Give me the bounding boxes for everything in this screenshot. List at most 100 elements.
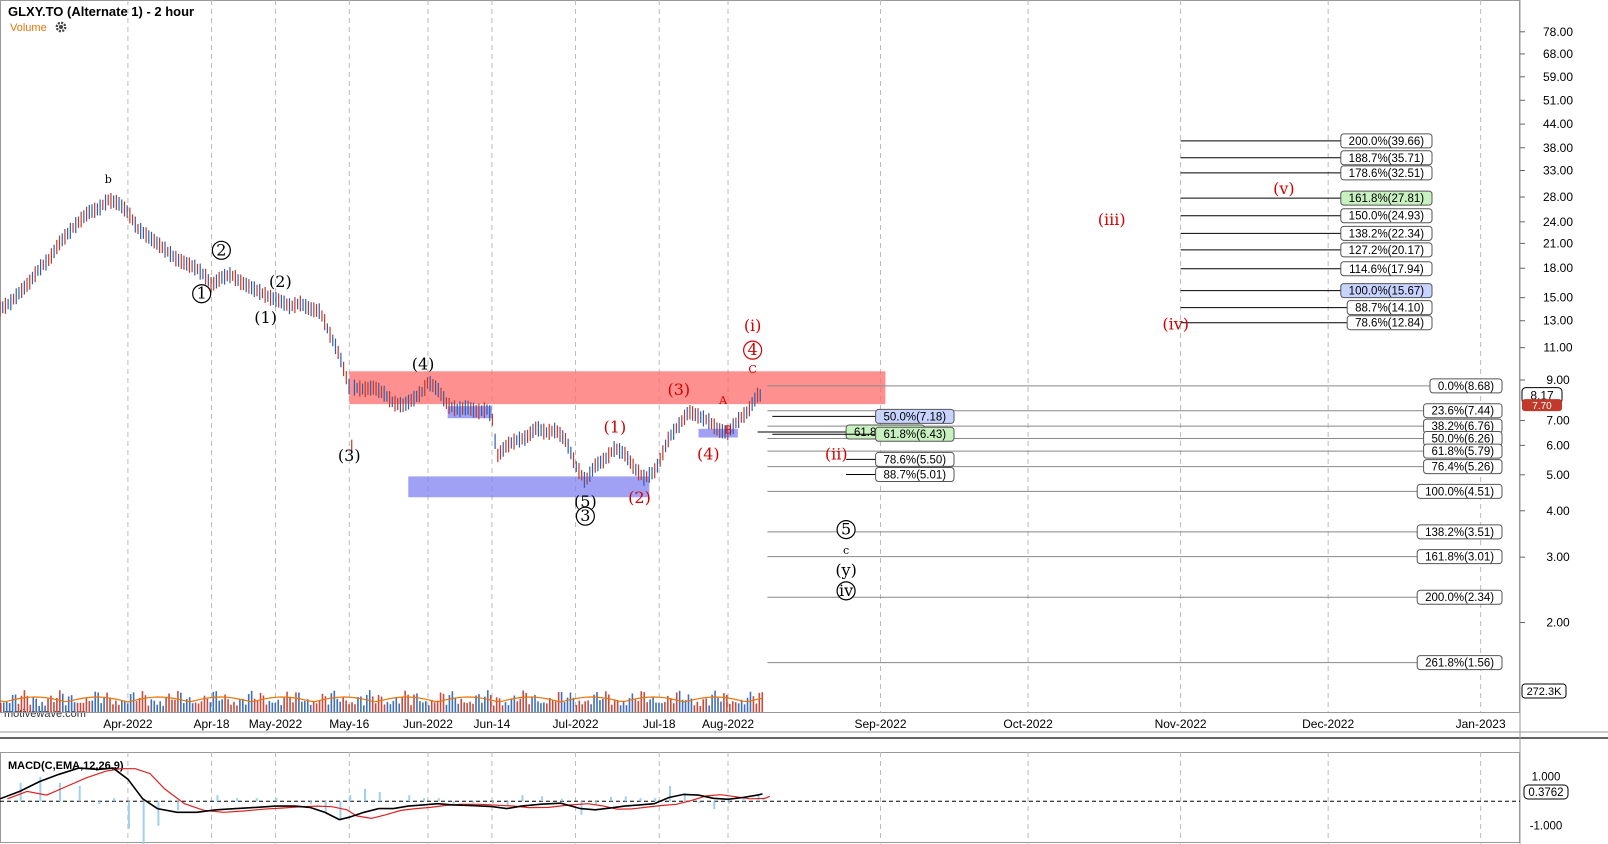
macd-histogram-bar bbox=[339, 801, 342, 820]
volume-bar bbox=[425, 701, 427, 712]
volume-bar bbox=[64, 705, 67, 712]
volume-bar bbox=[669, 698, 672, 712]
macd-histogram-bar bbox=[609, 796, 612, 802]
macd-histogram-bar bbox=[423, 798, 426, 802]
y-tick-label: 24.00 bbox=[1543, 215, 1573, 229]
volume-bar bbox=[463, 702, 465, 712]
macd-histogram-bar bbox=[668, 785, 671, 802]
macd-histogram-bar bbox=[728, 801, 731, 804]
fib-level-label: 61.8%(5.79) bbox=[1431, 446, 1494, 458]
y-tick-label: 6.00 bbox=[1546, 438, 1570, 452]
volume-bar bbox=[649, 699, 651, 712]
volume-bar bbox=[395, 697, 398, 712]
wave-label: (2) bbox=[628, 488, 651, 507]
volume-bar bbox=[613, 699, 616, 712]
macd-histogram-bar bbox=[452, 801, 455, 805]
volume-bar bbox=[687, 694, 690, 712]
inner-fib-label: 88.7%(5.01) bbox=[883, 469, 946, 481]
volume-bar bbox=[20, 695, 23, 712]
fib-level-box bbox=[1340, 225, 1433, 241]
volume-bar bbox=[696, 701, 699, 712]
volume-bar bbox=[758, 692, 761, 712]
volume-bar bbox=[206, 698, 209, 712]
volume-bar bbox=[348, 704, 350, 712]
volume-bar bbox=[256, 700, 259, 712]
x-tick-label: Jul-18 bbox=[643, 717, 676, 731]
volume-bar bbox=[472, 703, 474, 712]
volume-bar bbox=[26, 695, 29, 712]
y-tick-label: 7.00 bbox=[1546, 414, 1570, 428]
wave-label: (iii) bbox=[1098, 210, 1126, 229]
volume-bar bbox=[29, 704, 32, 712]
gear-icon[interactable] bbox=[54, 20, 68, 34]
volume-bar bbox=[295, 692, 297, 712]
macd-histogram-bar bbox=[472, 801, 475, 804]
volume-bar bbox=[32, 697, 35, 712]
wave-label-circle bbox=[743, 340, 763, 360]
fib-level-box bbox=[1340, 208, 1433, 224]
wave-label: 3 bbox=[580, 506, 590, 525]
x-tick-label: Sep-2022 bbox=[854, 717, 906, 731]
volume-bar bbox=[67, 696, 70, 712]
volume-bar bbox=[171, 699, 173, 712]
fib-level-box bbox=[1429, 378, 1503, 394]
volume-bar bbox=[413, 694, 415, 712]
volume-bar bbox=[534, 694, 536, 712]
volume-bar bbox=[723, 693, 725, 712]
macd-histogram-bar bbox=[639, 798, 642, 802]
macd-histogram-bar bbox=[437, 798, 440, 802]
fib-level-label: 100.0%(15.67) bbox=[1349, 286, 1425, 298]
volume-bar bbox=[59, 690, 61, 712]
macd-histogram-bar bbox=[236, 798, 239, 802]
volume-bar bbox=[610, 704, 613, 712]
volume-bar bbox=[298, 692, 300, 712]
macd-histogram-bar bbox=[364, 788, 367, 802]
volume-bar bbox=[94, 691, 97, 712]
volume-bar bbox=[631, 693, 634, 712]
x-tick-label: Apr-2022 bbox=[103, 717, 153, 731]
volume-bar bbox=[259, 692, 262, 712]
y-tick-label: 28.00 bbox=[1543, 190, 1573, 204]
volume-bar bbox=[0, 702, 2, 712]
fib-level-label: 161.8%(3.01) bbox=[1425, 552, 1494, 564]
volume-bar bbox=[11, 695, 14, 712]
fib-level-label: 138.2%(3.51) bbox=[1425, 527, 1494, 539]
volume-bar bbox=[563, 702, 566, 712]
volume-bar bbox=[165, 697, 167, 712]
inner-fib-box bbox=[875, 451, 955, 467]
volume-bar bbox=[268, 700, 271, 712]
volume-bar bbox=[212, 691, 215, 712]
volume-bar bbox=[174, 699, 176, 712]
volume-bar bbox=[734, 702, 737, 712]
volume-bar bbox=[720, 701, 722, 712]
macd-histogram-bar bbox=[78, 785, 81, 802]
volume-bar bbox=[23, 690, 26, 712]
y-tick-label: 15.00 bbox=[1543, 291, 1573, 305]
volume-bar bbox=[551, 700, 554, 712]
last-price-alt-box bbox=[1522, 399, 1562, 412]
volume-label[interactable]: Volume bbox=[10, 22, 47, 34]
volume-bar bbox=[460, 698, 463, 712]
volume-bar bbox=[79, 702, 82, 712]
fib-level-box bbox=[1340, 242, 1433, 258]
volume-bar bbox=[153, 700, 156, 712]
fib-level-box bbox=[1416, 655, 1503, 671]
y-tick-label: 44.00 bbox=[1543, 117, 1573, 131]
volume-bar bbox=[392, 700, 395, 712]
volume-bar bbox=[191, 703, 194, 712]
volume-readout-label: 272.3K bbox=[1527, 686, 1563, 698]
volume-bar bbox=[242, 698, 244, 712]
macd-histogram-bar bbox=[506, 801, 509, 807]
fib-level-label: 138.2%(22.34) bbox=[1349, 228, 1425, 240]
volume-bar bbox=[203, 695, 206, 712]
wave-label: (3) bbox=[667, 380, 690, 399]
volume-bar bbox=[100, 703, 102, 712]
volume-bar bbox=[489, 695, 492, 712]
volume-bar bbox=[546, 703, 548, 712]
volume-bar bbox=[365, 694, 368, 712]
volume-bar bbox=[209, 702, 212, 712]
fib-level-label: 200.0%(39.66) bbox=[1349, 136, 1425, 148]
volume-bar bbox=[578, 700, 581, 712]
volume-bar bbox=[327, 704, 330, 712]
